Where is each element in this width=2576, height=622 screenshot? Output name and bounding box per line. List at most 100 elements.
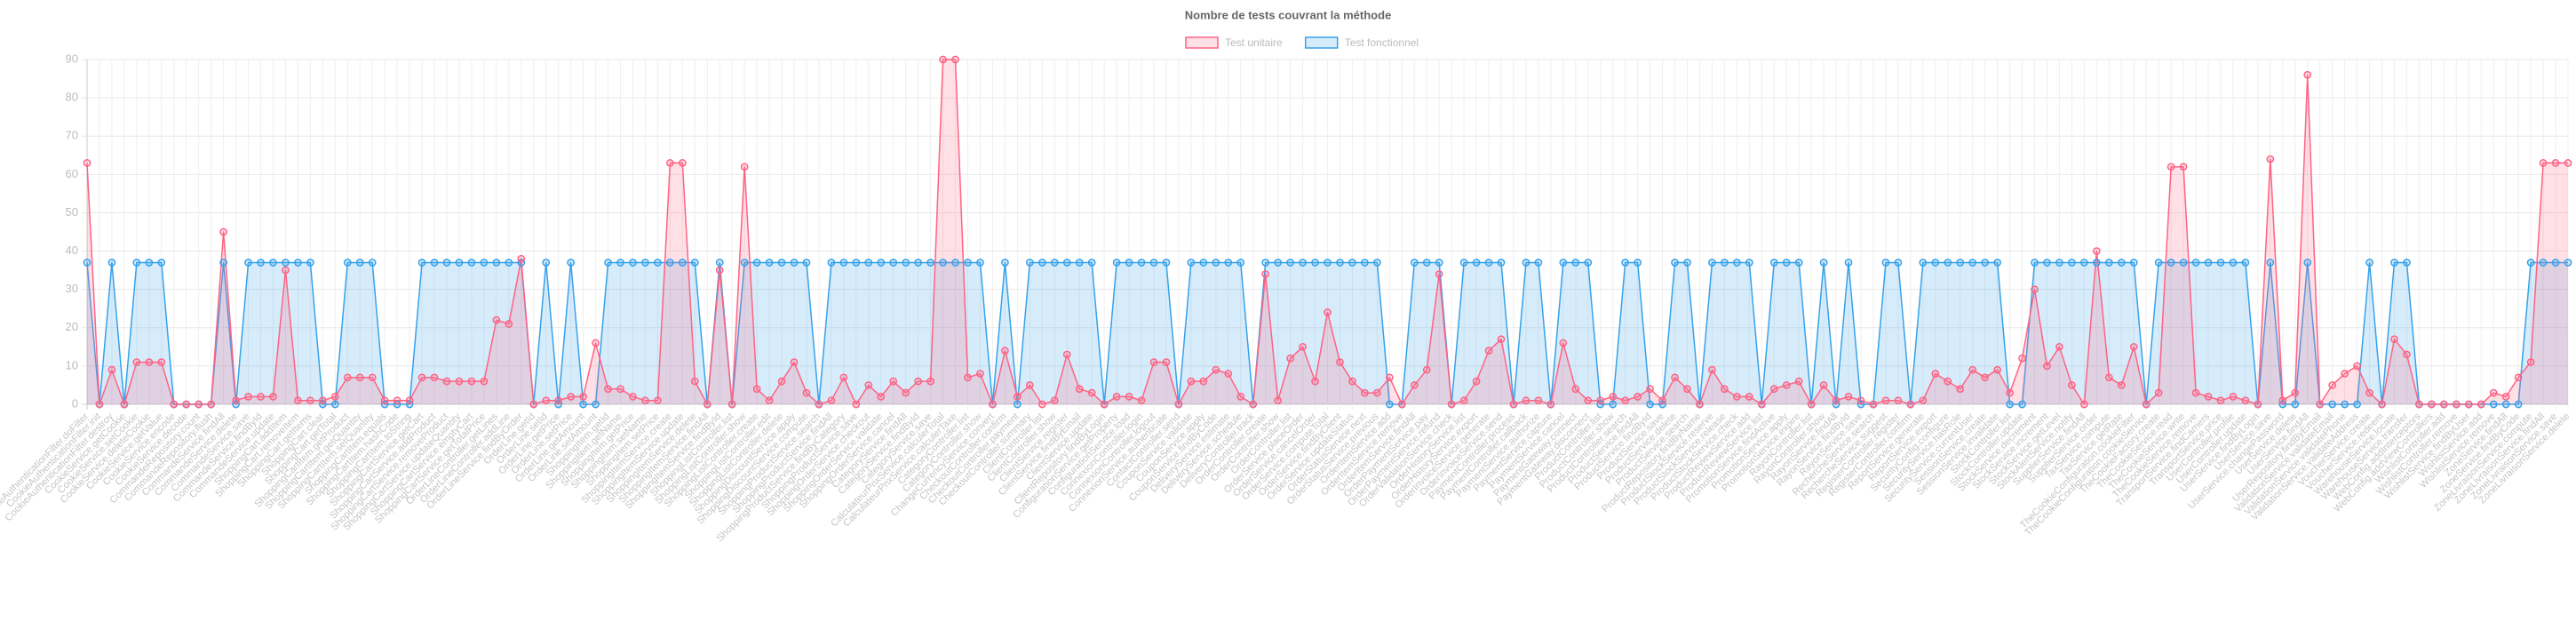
data-point: [1299, 342, 1307, 351]
data-point: [765, 259, 774, 267]
data-point: [1385, 373, 1394, 382]
data-point: [2514, 400, 2523, 409]
data-point: [107, 259, 116, 267]
data-point: [2303, 259, 2312, 267]
data-point: [1286, 354, 1294, 363]
data-point: [157, 259, 166, 267]
y-tick-label: 20: [66, 320, 78, 333]
data-point: [616, 385, 624, 394]
data-point: [1038, 400, 1046, 409]
data-point: [529, 400, 538, 409]
data-point: [567, 393, 575, 401]
data-point: [232, 396, 240, 405]
data-point: [752, 259, 761, 267]
data-point: [1534, 396, 1543, 405]
data-point: [467, 377, 476, 386]
data-point: [1944, 377, 1952, 386]
data-point: [294, 396, 302, 405]
data-point: [1919, 396, 1928, 405]
data-point: [2539, 159, 2548, 167]
data-point: [2316, 400, 2325, 409]
data-point: [1497, 335, 1506, 344]
data-point: [641, 396, 649, 405]
data-point: [257, 259, 265, 267]
data-point: [2452, 400, 2461, 409]
data-point: [1075, 259, 1084, 267]
data-point: [1025, 381, 1034, 389]
data-point: [2031, 259, 2039, 267]
data-point: [2117, 381, 2126, 389]
data-point: [1732, 259, 1741, 267]
data-point: [1014, 393, 1022, 401]
data-point: [777, 377, 786, 386]
data-point: [2303, 70, 2312, 79]
data-point: [2018, 354, 2026, 363]
data-point: [1125, 259, 1133, 267]
data-point: [1794, 377, 1803, 386]
data-point: [430, 373, 439, 382]
data-point: [839, 373, 848, 382]
data-point: [2564, 159, 2572, 167]
data-point: [1782, 381, 1791, 389]
data-point: [1844, 259, 1853, 267]
data-point: [1001, 347, 1009, 355]
data-point: [926, 259, 934, 267]
data-point: [2154, 259, 2163, 267]
data-point: [1472, 377, 1481, 386]
data-point: [567, 259, 575, 267]
data-point: [1311, 377, 1319, 386]
data-point: [2477, 400, 2485, 409]
data-point: [2501, 400, 2510, 409]
data-point: [1014, 400, 1022, 409]
data-point: [1832, 396, 1841, 405]
data-point: [1869, 400, 1878, 409]
data-point: [294, 259, 302, 267]
data-point: [1944, 259, 1952, 267]
data-point: [2489, 388, 2498, 397]
data-point: [2464, 400, 2473, 409]
data-point: [2291, 388, 2300, 397]
data-point: [195, 400, 203, 409]
data-point: [1410, 259, 1419, 267]
data-point: [1522, 259, 1530, 267]
data-point: [257, 393, 265, 401]
data-point: [2514, 373, 2523, 382]
data-point: [2428, 400, 2436, 409]
data-point: [877, 393, 886, 401]
legend-label: Test unitaire: [1225, 36, 1283, 49]
data-point: [2501, 393, 2510, 401]
data-point: [1075, 385, 1084, 394]
data-point: [1646, 385, 1654, 394]
data-point: [1199, 259, 1208, 267]
data-point: [1993, 259, 2001, 267]
data-point: [480, 377, 489, 386]
data-point: [1732, 393, 1741, 401]
data-point: [1683, 259, 1691, 267]
data-point: [1782, 259, 1791, 267]
data-point: [368, 259, 377, 267]
data-point: [2092, 247, 2101, 255]
data-point: [2353, 400, 2361, 409]
data-point: [1571, 259, 1580, 267]
data-point: [2204, 259, 2213, 267]
data-point: [1348, 259, 1356, 267]
data-point: [2403, 350, 2411, 359]
data-point: [430, 259, 439, 267]
data-point: [939, 55, 947, 64]
data-point: [1956, 385, 1965, 394]
data-point: [2129, 259, 2138, 267]
data-point: [1397, 400, 1406, 409]
data-point: [2129, 342, 2138, 351]
data-point: [1422, 259, 1431, 267]
data-point: [1125, 393, 1133, 401]
data-point: [2241, 259, 2250, 267]
data-point: [2179, 259, 2188, 267]
data-point: [517, 254, 526, 263]
data-point: [306, 396, 314, 405]
data-point: [1212, 365, 1220, 374]
data-point: [1274, 259, 1282, 267]
data-point: [1881, 259, 1890, 267]
data-point: [318, 396, 327, 405]
data-point: [244, 259, 252, 267]
data-point: [1968, 365, 1977, 374]
